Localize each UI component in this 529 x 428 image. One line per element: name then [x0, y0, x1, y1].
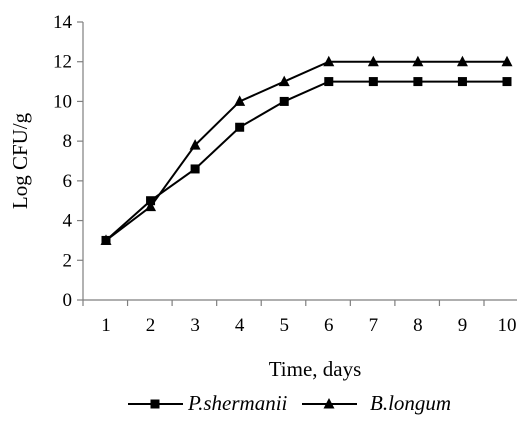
x-tick-label: 7	[369, 315, 379, 336]
data-point	[145, 200, 157, 212]
x-tick-label: 9	[458, 315, 468, 336]
x-axis-title: Time, days	[269, 357, 362, 381]
x-tick-label: 1	[101, 315, 111, 336]
data-point	[235, 122, 245, 132]
data-point	[278, 75, 290, 87]
y-tick-label: 4	[63, 211, 73, 232]
data-point	[368, 77, 378, 87]
y-tick-label: 12	[53, 52, 72, 73]
data-point	[189, 139, 201, 150]
series-line	[105, 60, 507, 242]
data-point	[456, 55, 468, 67]
y-tick-label: 8	[63, 131, 73, 152]
data-point	[412, 55, 424, 67]
legend-entry: P.shermanii	[128, 391, 288, 415]
data-point	[457, 77, 467, 87]
legend-marker	[150, 399, 160, 409]
x-tick-label: 4	[235, 315, 245, 336]
y-tick-label: 10	[53, 91, 72, 112]
data-point	[100, 234, 112, 245]
data-point	[501, 55, 513, 67]
legend-label: B.longum	[370, 391, 451, 415]
x-tick-label: 10	[498, 315, 517, 336]
y-tick-label: 14	[53, 12, 73, 33]
data-point	[413, 77, 423, 87]
data-point	[502, 77, 512, 87]
legend-label: P.shermanii	[187, 391, 288, 415]
data-point	[367, 55, 379, 67]
x-tick-label: 8	[413, 315, 423, 336]
x-tick-label: 6	[324, 315, 334, 336]
series-line	[105, 80, 507, 242]
legend-marker	[323, 398, 335, 409]
x-tick-label: 2	[146, 315, 156, 336]
y-tick-label: 2	[63, 250, 73, 271]
x-tick-label: 3	[190, 315, 200, 336]
y-axis-title: Log CFU/g	[8, 112, 32, 209]
y-tick-label: 0	[63, 290, 73, 311]
y-tick-label: 6	[63, 171, 73, 192]
series-layer	[100, 55, 513, 245]
data-point	[279, 96, 289, 106]
series-p-shermanii	[101, 77, 512, 245]
x-tick-label: 5	[279, 315, 289, 336]
data-point	[190, 164, 200, 174]
data-point	[323, 55, 335, 67]
legend-entry: B.longum	[302, 391, 451, 415]
legend: P.shermanii B.longum	[128, 391, 451, 415]
data-point	[234, 95, 246, 106]
data-point	[324, 77, 334, 87]
series-b-longum	[100, 55, 513, 245]
